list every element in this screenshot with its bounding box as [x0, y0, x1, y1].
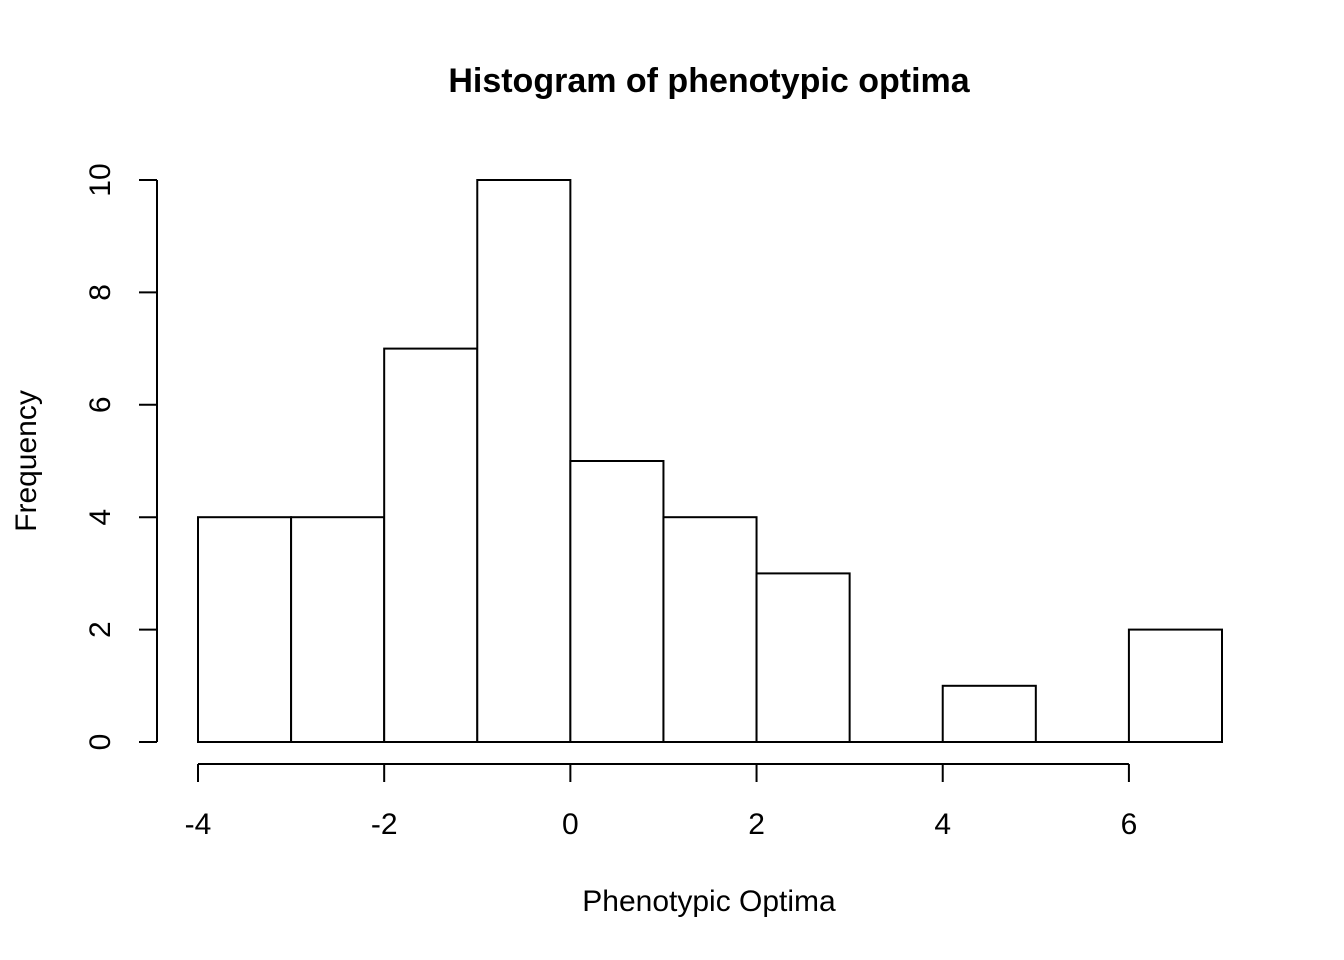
x-tick-label: -2 [371, 808, 398, 841]
chart-title: Histogram of phenotypic optima [448, 62, 970, 100]
histogram-bar-0 [197, 516, 293, 744]
histogram-bar-3 [476, 179, 572, 743]
x-tick-label: 2 [748, 808, 765, 841]
histogram-bar-8 [941, 684, 1037, 743]
y-tick-label: 4 [84, 509, 117, 526]
histogram-bar-10 [1127, 628, 1223, 743]
histogram-bar-5 [662, 516, 758, 744]
y-axis-label: Frequency [10, 390, 43, 532]
y-tick-label: 0 [84, 734, 117, 751]
histogram-bar-6 [755, 572, 851, 744]
y-tick-label: 2 [84, 621, 117, 638]
x-tick-label: 0 [562, 808, 579, 841]
histogram-bar-4 [569, 460, 665, 743]
x-axis-label: Phenotypic Optima [582, 885, 836, 918]
y-axis: 0 2 4 6 8 10 [84, 163, 158, 751]
x-tick-label: 4 [934, 808, 951, 841]
histogram-bar-2 [383, 347, 479, 743]
x-axis: -4 -2 0 2 4 6 [185, 763, 1138, 841]
histogram-bars [197, 179, 1223, 744]
x-tick-label: 6 [1121, 808, 1138, 841]
y-tick-label: 6 [84, 396, 117, 413]
histogram-bar-1 [290, 516, 386, 744]
y-tick-label: 8 [84, 284, 117, 301]
x-tick-label: -4 [185, 808, 212, 841]
y-tick-label: 10 [84, 163, 117, 196]
